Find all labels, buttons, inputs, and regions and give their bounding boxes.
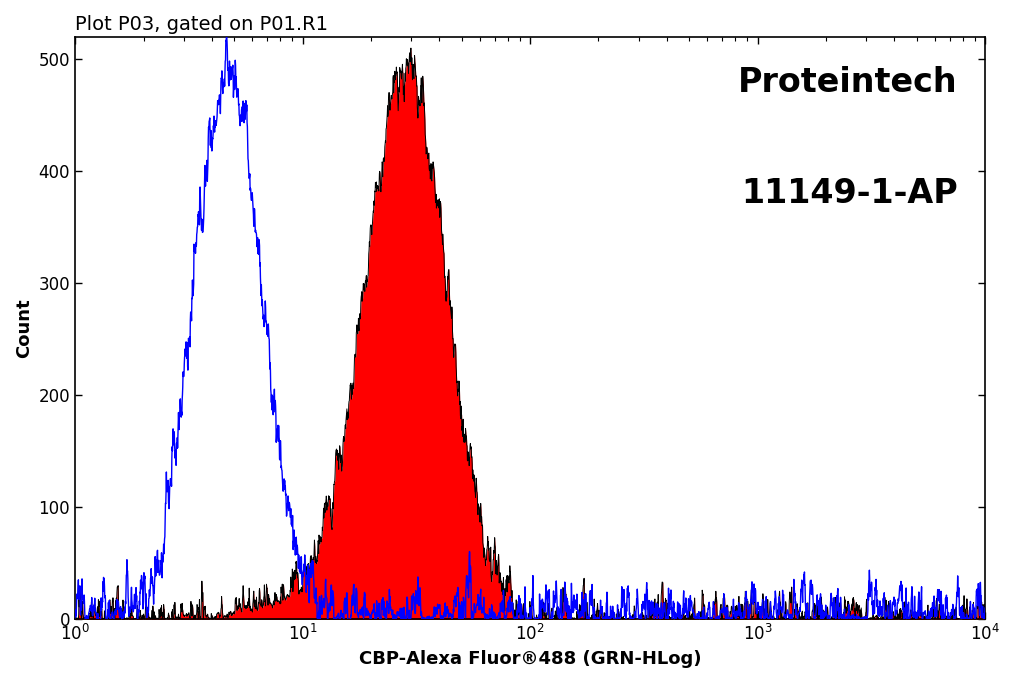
Y-axis label: Count: Count	[15, 298, 33, 358]
Text: Plot P03, gated on P01.R1: Plot P03, gated on P01.R1	[75, 15, 328, 34]
Text: 11149-1-AP: 11149-1-AP	[741, 177, 958, 210]
Text: Proteintech: Proteintech	[738, 66, 958, 99]
X-axis label: CBP-Alexa Fluor®488 (GRN-HLog): CBP-Alexa Fluor®488 (GRN-HLog)	[358, 650, 701, 668]
